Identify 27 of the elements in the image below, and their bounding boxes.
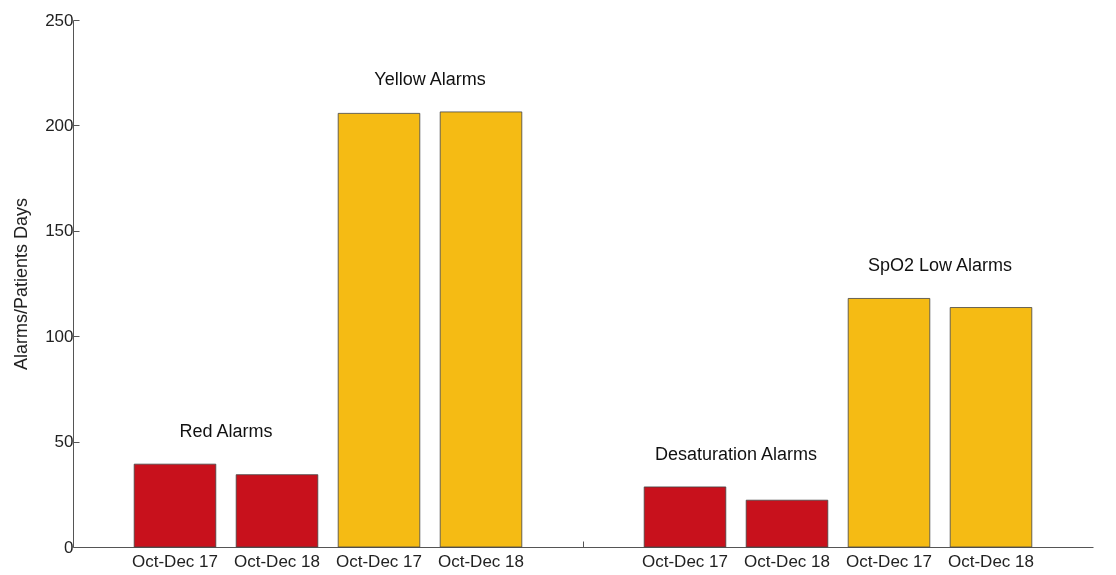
y-tick-label: 50 [54, 432, 74, 452]
bar [745, 499, 829, 548]
bar [133, 463, 217, 548]
x-tick-label: Oct-Dec 17 [336, 551, 422, 571]
y-tick-label: 150 [45, 221, 74, 241]
x-tick-label: Oct-Dec 18 [744, 551, 830, 571]
annotation: SpO2 Low Alarms [867, 255, 1013, 276]
bar [847, 298, 931, 548]
x-tick-label: Oct-Dec 17 [846, 551, 932, 571]
x-tick-label: Oct-Dec 17 [642, 551, 728, 571]
annotation: Red Alarms [179, 421, 273, 442]
bar [337, 112, 421, 548]
annotation: Yellow Alarms [374, 68, 486, 89]
y-tick-label: 0 [64, 537, 74, 557]
y-tick-label: 200 [45, 115, 74, 135]
bar [439, 111, 523, 548]
x-tick-label: Oct-Dec 18 [234, 551, 320, 571]
x-tick-label: Oct-Dec 18 [438, 551, 524, 571]
x-tick-label: Oct-Dec 18 [948, 551, 1034, 571]
x-tick-label: Oct-Dec 17 [132, 551, 218, 571]
bar [235, 474, 319, 548]
y-tick-label: 250 [45, 10, 74, 30]
bar [643, 486, 727, 548]
y-axis-title: Alarms/Patients Days [11, 197, 32, 371]
bar [949, 307, 1033, 548]
y-tick-label: 100 [45, 326, 74, 346]
annotation: Desaturation Alarms [654, 443, 818, 464]
